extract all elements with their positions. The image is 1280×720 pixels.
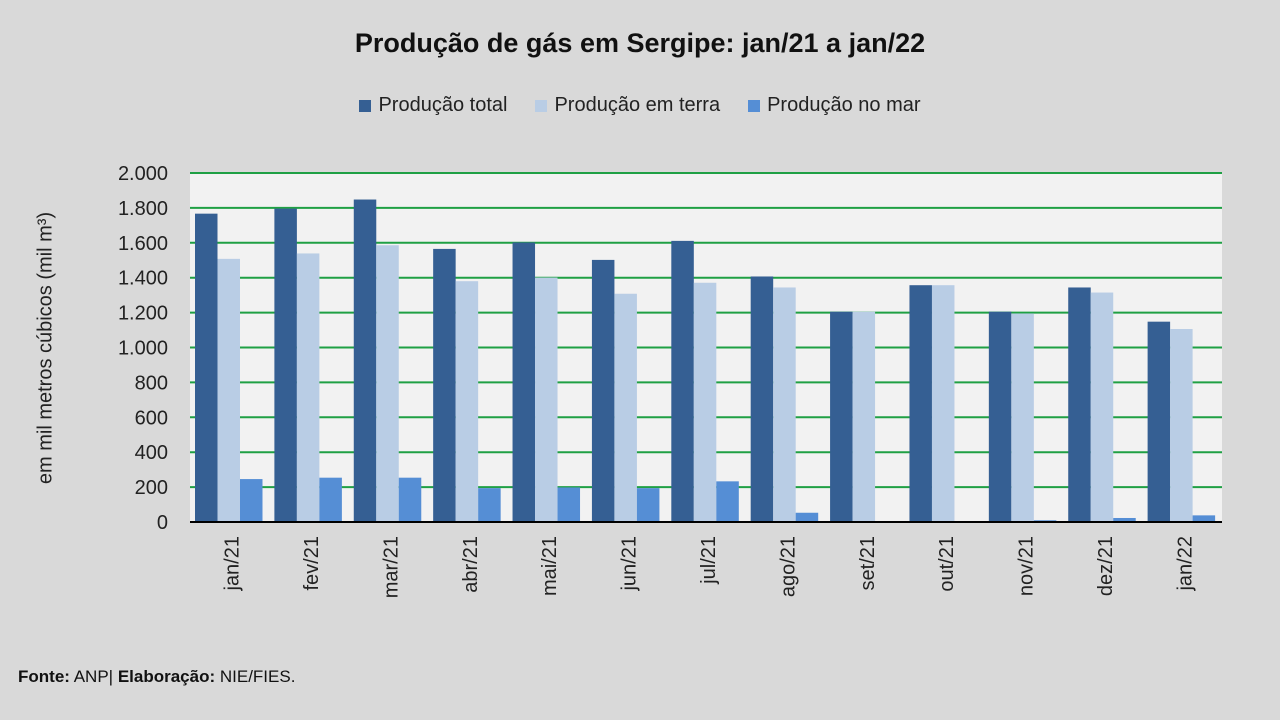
x-tick-label: jul/21 bbox=[698, 536, 720, 585]
x-tick-label: abr/21 bbox=[460, 536, 482, 593]
bar-produção-em-terra bbox=[296, 253, 320, 522]
elaboration-value: NIE/FIES. bbox=[215, 667, 296, 686]
legend-swatch bbox=[535, 99, 548, 112]
y-tick-label: 1.000 bbox=[118, 338, 168, 360]
x-tick-label: nov/21 bbox=[1016, 536, 1038, 596]
y-tick-label: 400 bbox=[135, 442, 168, 464]
bar-produção-no-mar bbox=[716, 481, 739, 522]
bar-produção-em-terra bbox=[931, 285, 955, 522]
bar-produção-em-terra bbox=[773, 287, 796, 522]
y-tick-label: 0 bbox=[157, 512, 168, 534]
legend-label: Produção em terra bbox=[554, 94, 721, 116]
bar-produção-total bbox=[988, 311, 1012, 522]
bar-produção-total bbox=[830, 311, 853, 522]
y-tick-label: 800 bbox=[135, 372, 168, 394]
bar-produção-total bbox=[750, 276, 774, 522]
legend-item: Produção no mar bbox=[748, 94, 921, 117]
bar-produção-no-mar bbox=[478, 488, 501, 522]
bar-produção-em-terra bbox=[535, 277, 558, 522]
x-tick-label: fev/21 bbox=[301, 536, 323, 590]
bar-produção-total bbox=[433, 248, 456, 522]
legend-label: Produção total bbox=[378, 94, 508, 116]
bar-produção-total bbox=[591, 259, 615, 522]
legend-label: Produção no mar bbox=[767, 94, 921, 116]
bar-produção-no-mar bbox=[557, 487, 581, 522]
bar-produção-total bbox=[1147, 321, 1171, 522]
bar-produção-em-terra bbox=[1090, 292, 1114, 522]
y-tick-label: 1.200 bbox=[118, 303, 168, 325]
bar-produção-no-mar bbox=[1192, 515, 1216, 522]
bar-produção-no-mar bbox=[636, 488, 660, 522]
y-tick-label: 2.000 bbox=[118, 163, 168, 185]
source-value: ANP| bbox=[69, 667, 118, 686]
x-tick-label: ago/21 bbox=[777, 536, 799, 597]
x-tick-label: jun/21 bbox=[619, 536, 641, 592]
x-tick-label: out/21 bbox=[936, 536, 958, 592]
y-tick-label: 1.400 bbox=[118, 268, 168, 290]
legend-swatch bbox=[359, 99, 372, 112]
x-tick-label: mar/21 bbox=[380, 536, 402, 598]
bar-produção-no-mar bbox=[240, 479, 263, 522]
legend-swatch bbox=[748, 99, 761, 112]
bar-produção-total bbox=[195, 213, 218, 522]
bar-produção-total bbox=[1068, 287, 1091, 522]
bar-produção-em-terra bbox=[376, 245, 399, 523]
legend-item: Produção total bbox=[359, 94, 507, 117]
x-tick-label: set/21 bbox=[857, 536, 879, 590]
bar-produção-total bbox=[353, 199, 377, 523]
bar-produção-no-mar bbox=[1113, 517, 1136, 522]
x-tick-label: jan/21 bbox=[222, 536, 244, 592]
y-tick-label: 1.600 bbox=[118, 233, 168, 255]
bar-produção-no-mar bbox=[795, 512, 819, 522]
x-tick-label: dez/21 bbox=[1095, 536, 1117, 596]
bar-produção-em-terra bbox=[1011, 313, 1034, 522]
bar-produção-no-mar bbox=[319, 477, 342, 522]
x-tick-label: mai/21 bbox=[539, 536, 561, 596]
y-tick-label: 600 bbox=[135, 407, 168, 429]
bar-produção-em-terra bbox=[455, 281, 479, 522]
bar-produção-total bbox=[274, 208, 297, 522]
bar-produção-em-terra bbox=[1170, 329, 1193, 522]
bar-produção-em-terra bbox=[693, 282, 717, 522]
x-tick-label: jan/22 bbox=[1174, 536, 1196, 592]
bar-produção-em-terra bbox=[852, 311, 876, 522]
bar-produção-total bbox=[512, 242, 536, 523]
legend: Produção total Produção em terra Produção … bbox=[0, 94, 1280, 117]
y-tick-label: 200 bbox=[135, 477, 168, 499]
bar-produção-total bbox=[671, 240, 694, 522]
bar-produção-em-terra bbox=[614, 293, 637, 522]
legend-item: Produção em terra bbox=[535, 94, 720, 117]
y-tick-label: 1.800 bbox=[118, 198, 168, 220]
bar-produção-total bbox=[909, 285, 932, 522]
source-note: Fonte: ANP| Elaboração: NIE/FIES. bbox=[18, 667, 295, 687]
elaboration-label: Elaboração: bbox=[117, 667, 216, 686]
source-label: Fonte: bbox=[18, 667, 70, 686]
chart-title: Produção de gás em Sergipe: jan/21 a jan… bbox=[354, 28, 926, 58]
bar-produção-no-mar bbox=[398, 477, 422, 522]
bar-produção-em-terra bbox=[217, 258, 240, 522]
